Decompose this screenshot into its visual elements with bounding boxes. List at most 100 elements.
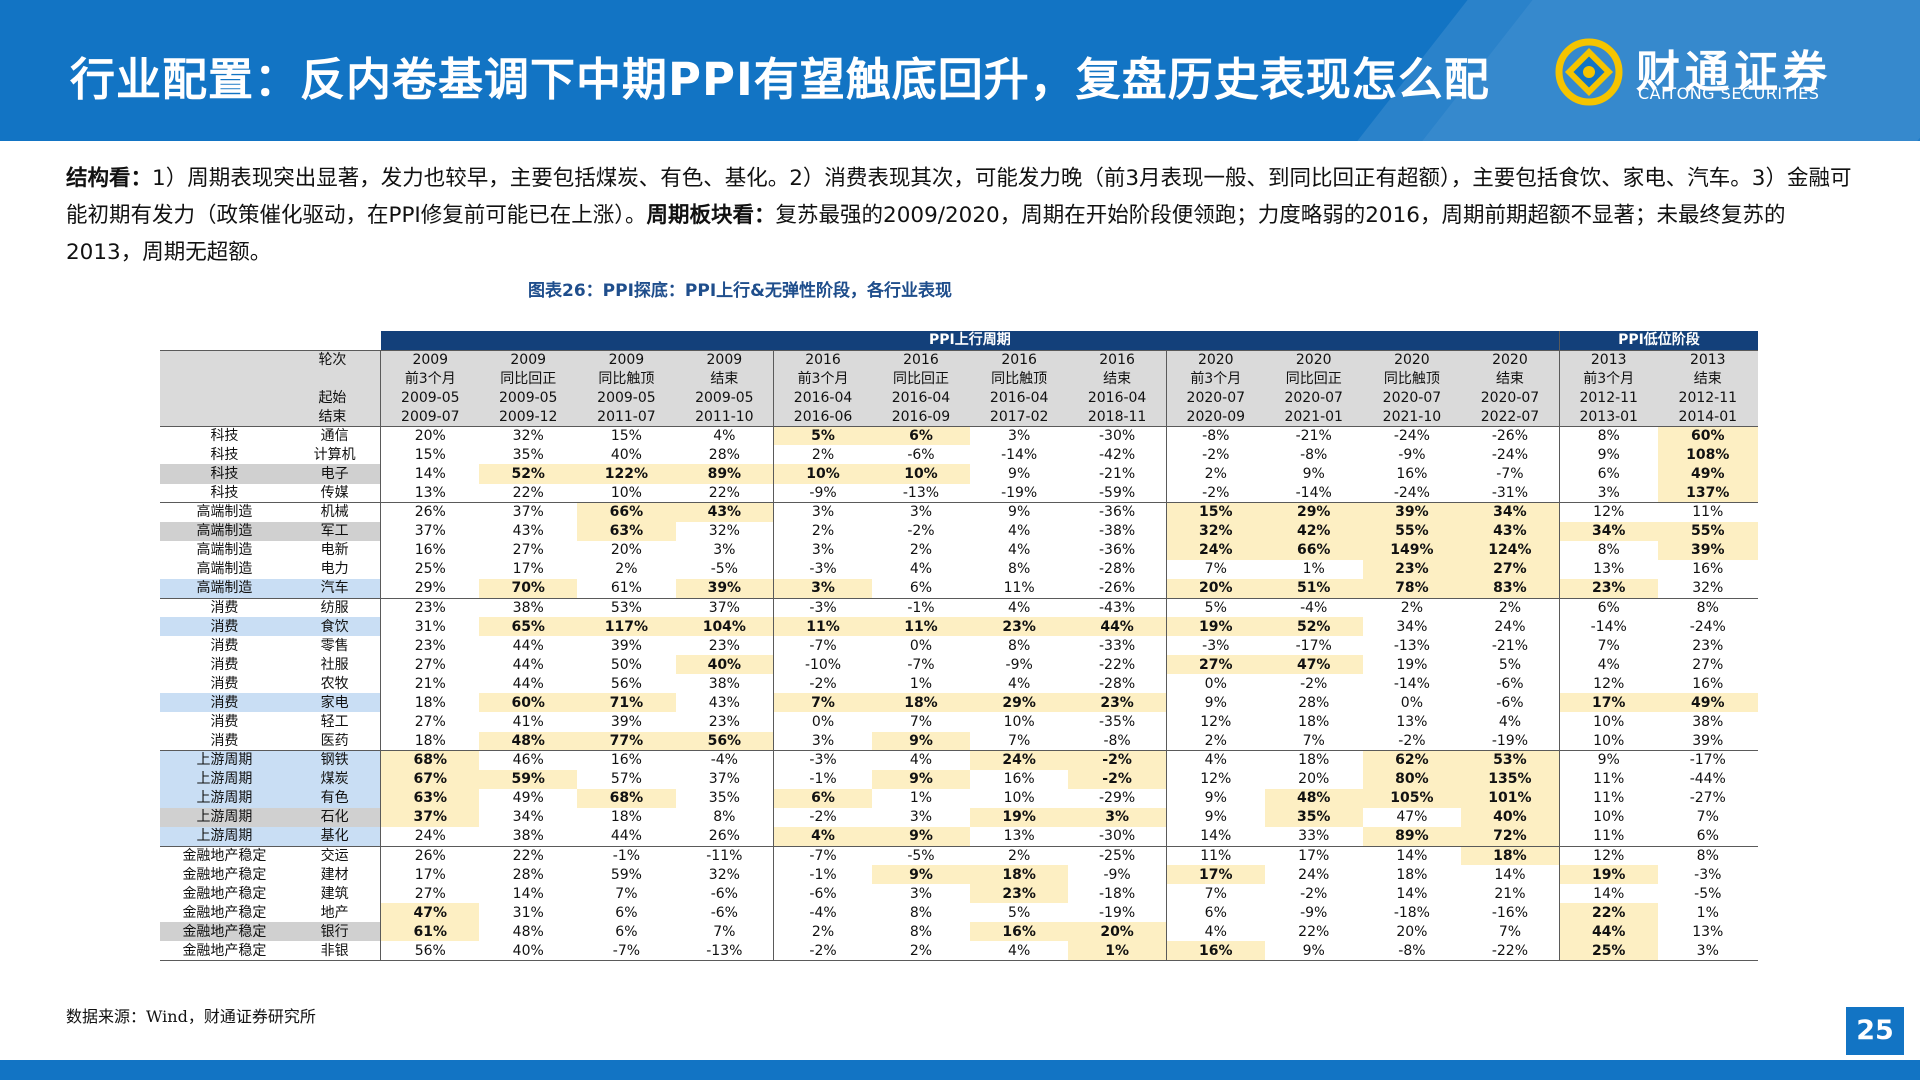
sector-cell: 消费 (210, 675, 239, 692)
value-cell: 23% (1362, 559, 1461, 579)
value-cell: -16% (1491, 904, 1529, 921)
value-cell: 12% (1165, 769, 1265, 789)
value-cell: 9% (1165, 788, 1265, 808)
value-cell: 32% (708, 866, 740, 883)
column-header-phase: 结束 (1068, 369, 1167, 389)
table-row: 消费 零售 23% 44% 39% 23% -7% 0% 8% -33% -3% -17% -13% -2… (160, 636, 1758, 656)
value-cell: 13% (1558, 559, 1658, 579)
value-cell: 40% (479, 941, 578, 962)
value-cell: 6% (871, 426, 971, 446)
value-cell: 18% (871, 693, 971, 713)
value-cell: 40% (610, 446, 642, 463)
value-cell: -7% (773, 636, 872, 656)
value-cell: 20% (1165, 578, 1265, 599)
value-cell: 65% (479, 617, 578, 637)
column-header-year: 2013 (1657, 349, 1758, 370)
value-cell: 17% (1558, 693, 1658, 713)
value-cell: 18% (1264, 750, 1363, 770)
column-header-start: 2020-07 (1165, 388, 1265, 408)
figure-caption: 图表26：PPI探底：PPI上行&无弹性阶段，各行业表现 (528, 281, 952, 301)
value-cell: 8% (713, 809, 736, 826)
value-cell: 122% (577, 464, 676, 484)
value-cell: 11% (1657, 502, 1758, 522)
value-cell: 23% (970, 884, 1069, 904)
value-cell: 9% (871, 769, 971, 789)
value-cell: 0% (773, 712, 872, 732)
value-cell: 60% (479, 693, 578, 713)
column-header-phase: 同比回正 (1264, 369, 1363, 389)
value-cell: 3% (773, 502, 872, 522)
value-cell: 7% (773, 693, 872, 713)
value-cell: -19% (1099, 904, 1136, 921)
value-cell: 83% (1461, 578, 1560, 599)
sector-cell: 金融地产稳定 (182, 866, 267, 883)
value-cell: -8% (1300, 446, 1328, 463)
column-header-end: 2011-10 (675, 407, 774, 427)
value-cell: 42% (1264, 521, 1363, 541)
column-header-start: 2009-05 (380, 388, 480, 408)
value-cell: 40% (675, 655, 774, 675)
sector-cell: 高端制造 (196, 542, 253, 559)
value-cell: -14% (1295, 484, 1332, 501)
value-cell: 20% (1298, 771, 1330, 788)
value-cell: 5% (1008, 904, 1031, 921)
value-cell: 44% (512, 675, 544, 692)
value-cell: 35% (512, 446, 544, 463)
value-cell: 21% (380, 674, 480, 694)
value-cell: 32% (1692, 580, 1724, 597)
industry-cell: 家电 (288, 693, 381, 713)
value-cell: 23% (1068, 693, 1167, 713)
value-cell: 9% (871, 731, 971, 751)
value-cell: -26% (1099, 580, 1136, 597)
value-cell: 21% (1494, 885, 1526, 902)
table-row: 高端制造 电力 25% 17% 2% -5% -3% 4% 8% -28% 7% 1% 23% 27% 13… (160, 559, 1758, 579)
value-cell: -6% (1496, 675, 1524, 692)
industry-cell: 基化 (288, 826, 381, 847)
industry-cell: 电力 (320, 561, 349, 578)
value-cell: 10% (1558, 807, 1658, 827)
value-cell: 20% (380, 426, 480, 446)
value-cell: 47% (1264, 655, 1363, 675)
value-cell: 13% (1396, 714, 1428, 731)
column-header-year: 2020 (1165, 349, 1265, 370)
column-header-year: 2016 (1068, 349, 1167, 370)
column-header-year: 2016 (970, 349, 1069, 370)
value-cell: 39% (610, 714, 642, 731)
value-cell: -7% (577, 941, 676, 962)
column-header-start: 2012-11 (1657, 388, 1758, 408)
value-cell: -27% (1689, 790, 1726, 807)
cycle-heading: 周期板块看： (646, 203, 776, 228)
value-cell: -24% (1689, 618, 1726, 635)
value-cell: 43% (708, 694, 740, 711)
value-cell: 48% (479, 731, 578, 751)
column-header-year: 2013 (1558, 349, 1658, 370)
value-cell: 46% (479, 750, 578, 770)
table-row: 高端制造 汽车 29% 70% 61% 39% 3% 6% 11% -26% 20% 51% 78% 83… (160, 578, 1758, 599)
value-cell: 20% (1068, 922, 1167, 942)
value-cell: 14% (1165, 826, 1265, 847)
value-cell: 19% (1558, 865, 1658, 885)
value-cell: -21% (1491, 637, 1529, 654)
value-cell: -19% (1001, 484, 1038, 501)
value-cell: 11% (871, 617, 971, 637)
table-row: 消费 社服 27% 44% 50% 40% -10% -7% -9% -22% 27% 47% 19% 5… (160, 655, 1758, 675)
value-cell: 66% (577, 502, 676, 522)
value-cell: -13% (1393, 637, 1430, 654)
value-cell: 56% (675, 731, 774, 751)
value-cell: 16% (1165, 941, 1265, 962)
value-cell: -17% (1295, 637, 1332, 654)
table-row: 消费 家电 18% 60% 71% 43% 7% 18% 29% 23% 9% 28% 0% -6% 17%… (160, 693, 1758, 713)
value-cell: 44% (512, 656, 544, 673)
value-cell: 4% (773, 826, 872, 847)
value-cell: 35% (1264, 807, 1363, 827)
value-cell: -9% (773, 483, 872, 503)
sector-cell: 金融地产稳定 (182, 885, 267, 902)
industry-cell: 电新 (320, 542, 349, 559)
value-cell: -30% (1099, 428, 1136, 445)
table-row: 科技 通信 20% 32% 15% 4% 5% 6% 3% -30% -8% -21% -24% -26%… (160, 426, 1758, 446)
table-row: 金融地产稳定 建筑 27% 14% 7% -6% -6% 3% 23% -18% 7% -2% 14% 2… (160, 884, 1758, 904)
value-cell: 108% (1657, 445, 1758, 465)
value-cell: 57% (610, 771, 642, 788)
value-cell: -25% (1068, 845, 1167, 866)
column-header-phase: 结束 (675, 369, 774, 389)
